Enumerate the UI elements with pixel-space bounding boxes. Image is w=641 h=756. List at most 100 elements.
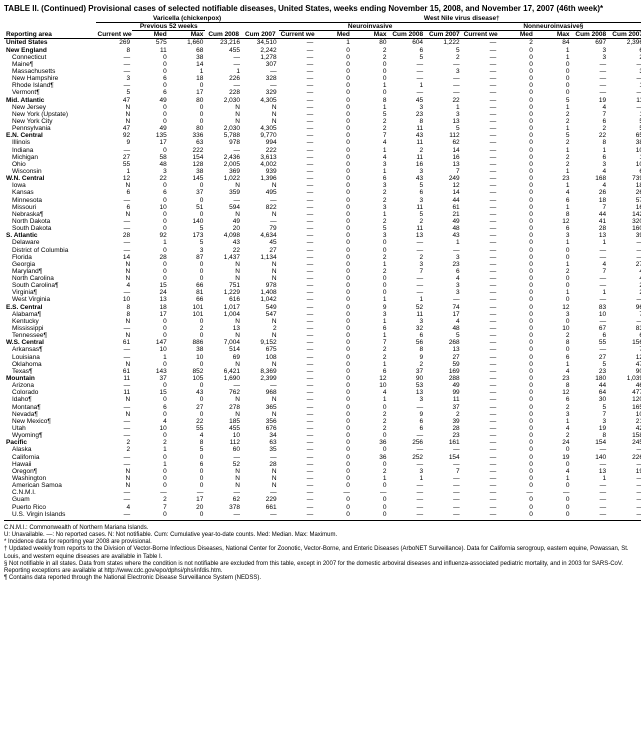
data-cell: — xyxy=(279,111,316,118)
area-cell: California xyxy=(4,454,96,461)
data-cell: 268 xyxy=(425,339,462,346)
data-cell: 0 xyxy=(498,346,535,353)
table-row: Mid. Atlantic4749802,0304,305—084522—051… xyxy=(4,97,641,104)
data-cell: 0 xyxy=(315,318,352,325)
data-cell: 36 xyxy=(352,439,389,446)
data-cell: — xyxy=(608,482,641,489)
data-cell: — xyxy=(572,482,609,489)
table-row: E.S. Central8181011,017549—095274—012839… xyxy=(4,304,641,311)
data-cell: — xyxy=(462,247,499,254)
table-row: Pennsylvania4749802,0304,305—02115—0125 xyxy=(4,125,641,132)
data-cell: 1 xyxy=(608,82,641,89)
data-cell: — xyxy=(462,454,499,461)
data-cell: — xyxy=(242,218,279,225)
data-cell: 37 xyxy=(132,375,169,382)
data-cell: N xyxy=(96,361,133,368)
data-cell: — xyxy=(279,475,316,482)
header-current-week-n: Current week xyxy=(279,31,316,39)
data-cell: 6 xyxy=(388,189,425,196)
data-cell: 140 xyxy=(572,454,609,461)
data-cell: 32 xyxy=(388,325,425,332)
header-current-week-v: Current week xyxy=(96,23,133,39)
data-cell: 249 xyxy=(425,175,462,182)
data-cell: 0 xyxy=(315,154,352,161)
data-cell: 278 xyxy=(205,404,242,411)
table-row: Louisiana—11069108—02927—062712 xyxy=(4,354,641,361)
data-cell: 147 xyxy=(132,339,169,346)
data-cell: 2 xyxy=(352,425,389,432)
data-cell: — xyxy=(279,511,316,518)
header-cum2007-nn: Cum 2007 xyxy=(608,31,641,39)
data-cell: — xyxy=(425,82,462,89)
data-cell: — xyxy=(572,247,609,254)
data-cell: 0 xyxy=(498,204,535,211)
data-cell: 1 xyxy=(572,289,609,296)
data-cell: 0 xyxy=(535,346,572,353)
data-cell: 160 xyxy=(608,225,641,232)
area-cell: E.N. Central xyxy=(4,132,96,139)
area-cell: Connecticut xyxy=(4,54,96,61)
data-cell: 6 xyxy=(425,268,462,275)
data-cell: — xyxy=(96,147,133,154)
area-cell: New England xyxy=(4,47,96,54)
data-cell: 0 xyxy=(315,289,352,296)
data-cell: 2 xyxy=(425,411,462,418)
header-prev52-v: Previous 52 weeks xyxy=(132,23,205,31)
table-row: New York (Upstate)N00NN—05233—0271 xyxy=(4,111,641,118)
data-cell: 2 xyxy=(352,346,389,353)
data-cell: 154 xyxy=(572,439,609,446)
data-cell: 1 xyxy=(388,475,425,482)
data-cell: — xyxy=(279,382,316,389)
data-cell: N xyxy=(96,211,133,218)
data-cell: 0 xyxy=(132,325,169,332)
data-cell: — xyxy=(462,511,499,518)
data-cell: 0 xyxy=(535,511,572,518)
data-cell: N xyxy=(242,361,279,368)
table-row: Missouri61051594822—031161—01716 xyxy=(4,204,641,211)
data-cell: — xyxy=(462,139,499,146)
area-cell: Mississippi xyxy=(4,325,96,332)
data-cell: 0 xyxy=(498,482,535,489)
header-varicella: Varicella (chickenpox) xyxy=(96,15,279,23)
area-cell: Delaware xyxy=(4,239,96,246)
data-cell: — xyxy=(279,161,316,168)
data-cell: — xyxy=(242,511,279,518)
data-cell: — xyxy=(279,311,316,318)
data-cell: N xyxy=(242,118,279,125)
data-cell: 5,788 xyxy=(205,132,242,139)
data-cell: 10 xyxy=(205,432,242,439)
data-cell: — xyxy=(205,147,242,154)
data-cell: 13 xyxy=(572,232,609,239)
data-cell: 1,017 xyxy=(205,304,242,311)
data-cell: 0 xyxy=(315,411,352,418)
data-cell: 0 xyxy=(315,254,352,261)
data-cell: 2 xyxy=(132,439,169,446)
data-cell: 2,005 xyxy=(205,161,242,168)
data-cell: 52 xyxy=(205,461,242,468)
data-cell: 5 xyxy=(352,225,389,232)
table-row: West Virginia1013666161,042—011——00—— xyxy=(4,296,641,303)
data-cell: 0 xyxy=(498,504,535,511)
data-cell: — xyxy=(279,354,316,361)
data-cell: — xyxy=(279,39,316,47)
data-cell: — xyxy=(462,154,499,161)
data-cell: — xyxy=(572,68,609,75)
data-cell: 10 xyxy=(608,147,641,154)
data-cell: 38 xyxy=(169,346,206,353)
data-cell: 6 xyxy=(608,168,641,175)
data-cell: 3 xyxy=(535,311,572,318)
data-cell: 0 xyxy=(132,147,169,154)
data-cell: 55 xyxy=(169,425,206,432)
table-row: Nebraska¶N00NN—01521—0844142 xyxy=(4,211,641,218)
data-cell: — xyxy=(279,175,316,182)
area-cell: New Jersey xyxy=(4,104,96,111)
data-cell: 14 xyxy=(169,61,206,68)
data-cell: 0 xyxy=(352,404,389,411)
data-cell: 0 xyxy=(169,118,206,125)
data-cell: — xyxy=(572,511,609,518)
data-cell: 0 xyxy=(132,104,169,111)
data-cell: N xyxy=(96,275,133,282)
data-cell: 26 xyxy=(572,189,609,196)
data-cell: 0 xyxy=(498,289,535,296)
data-cell: 0 xyxy=(315,368,352,375)
